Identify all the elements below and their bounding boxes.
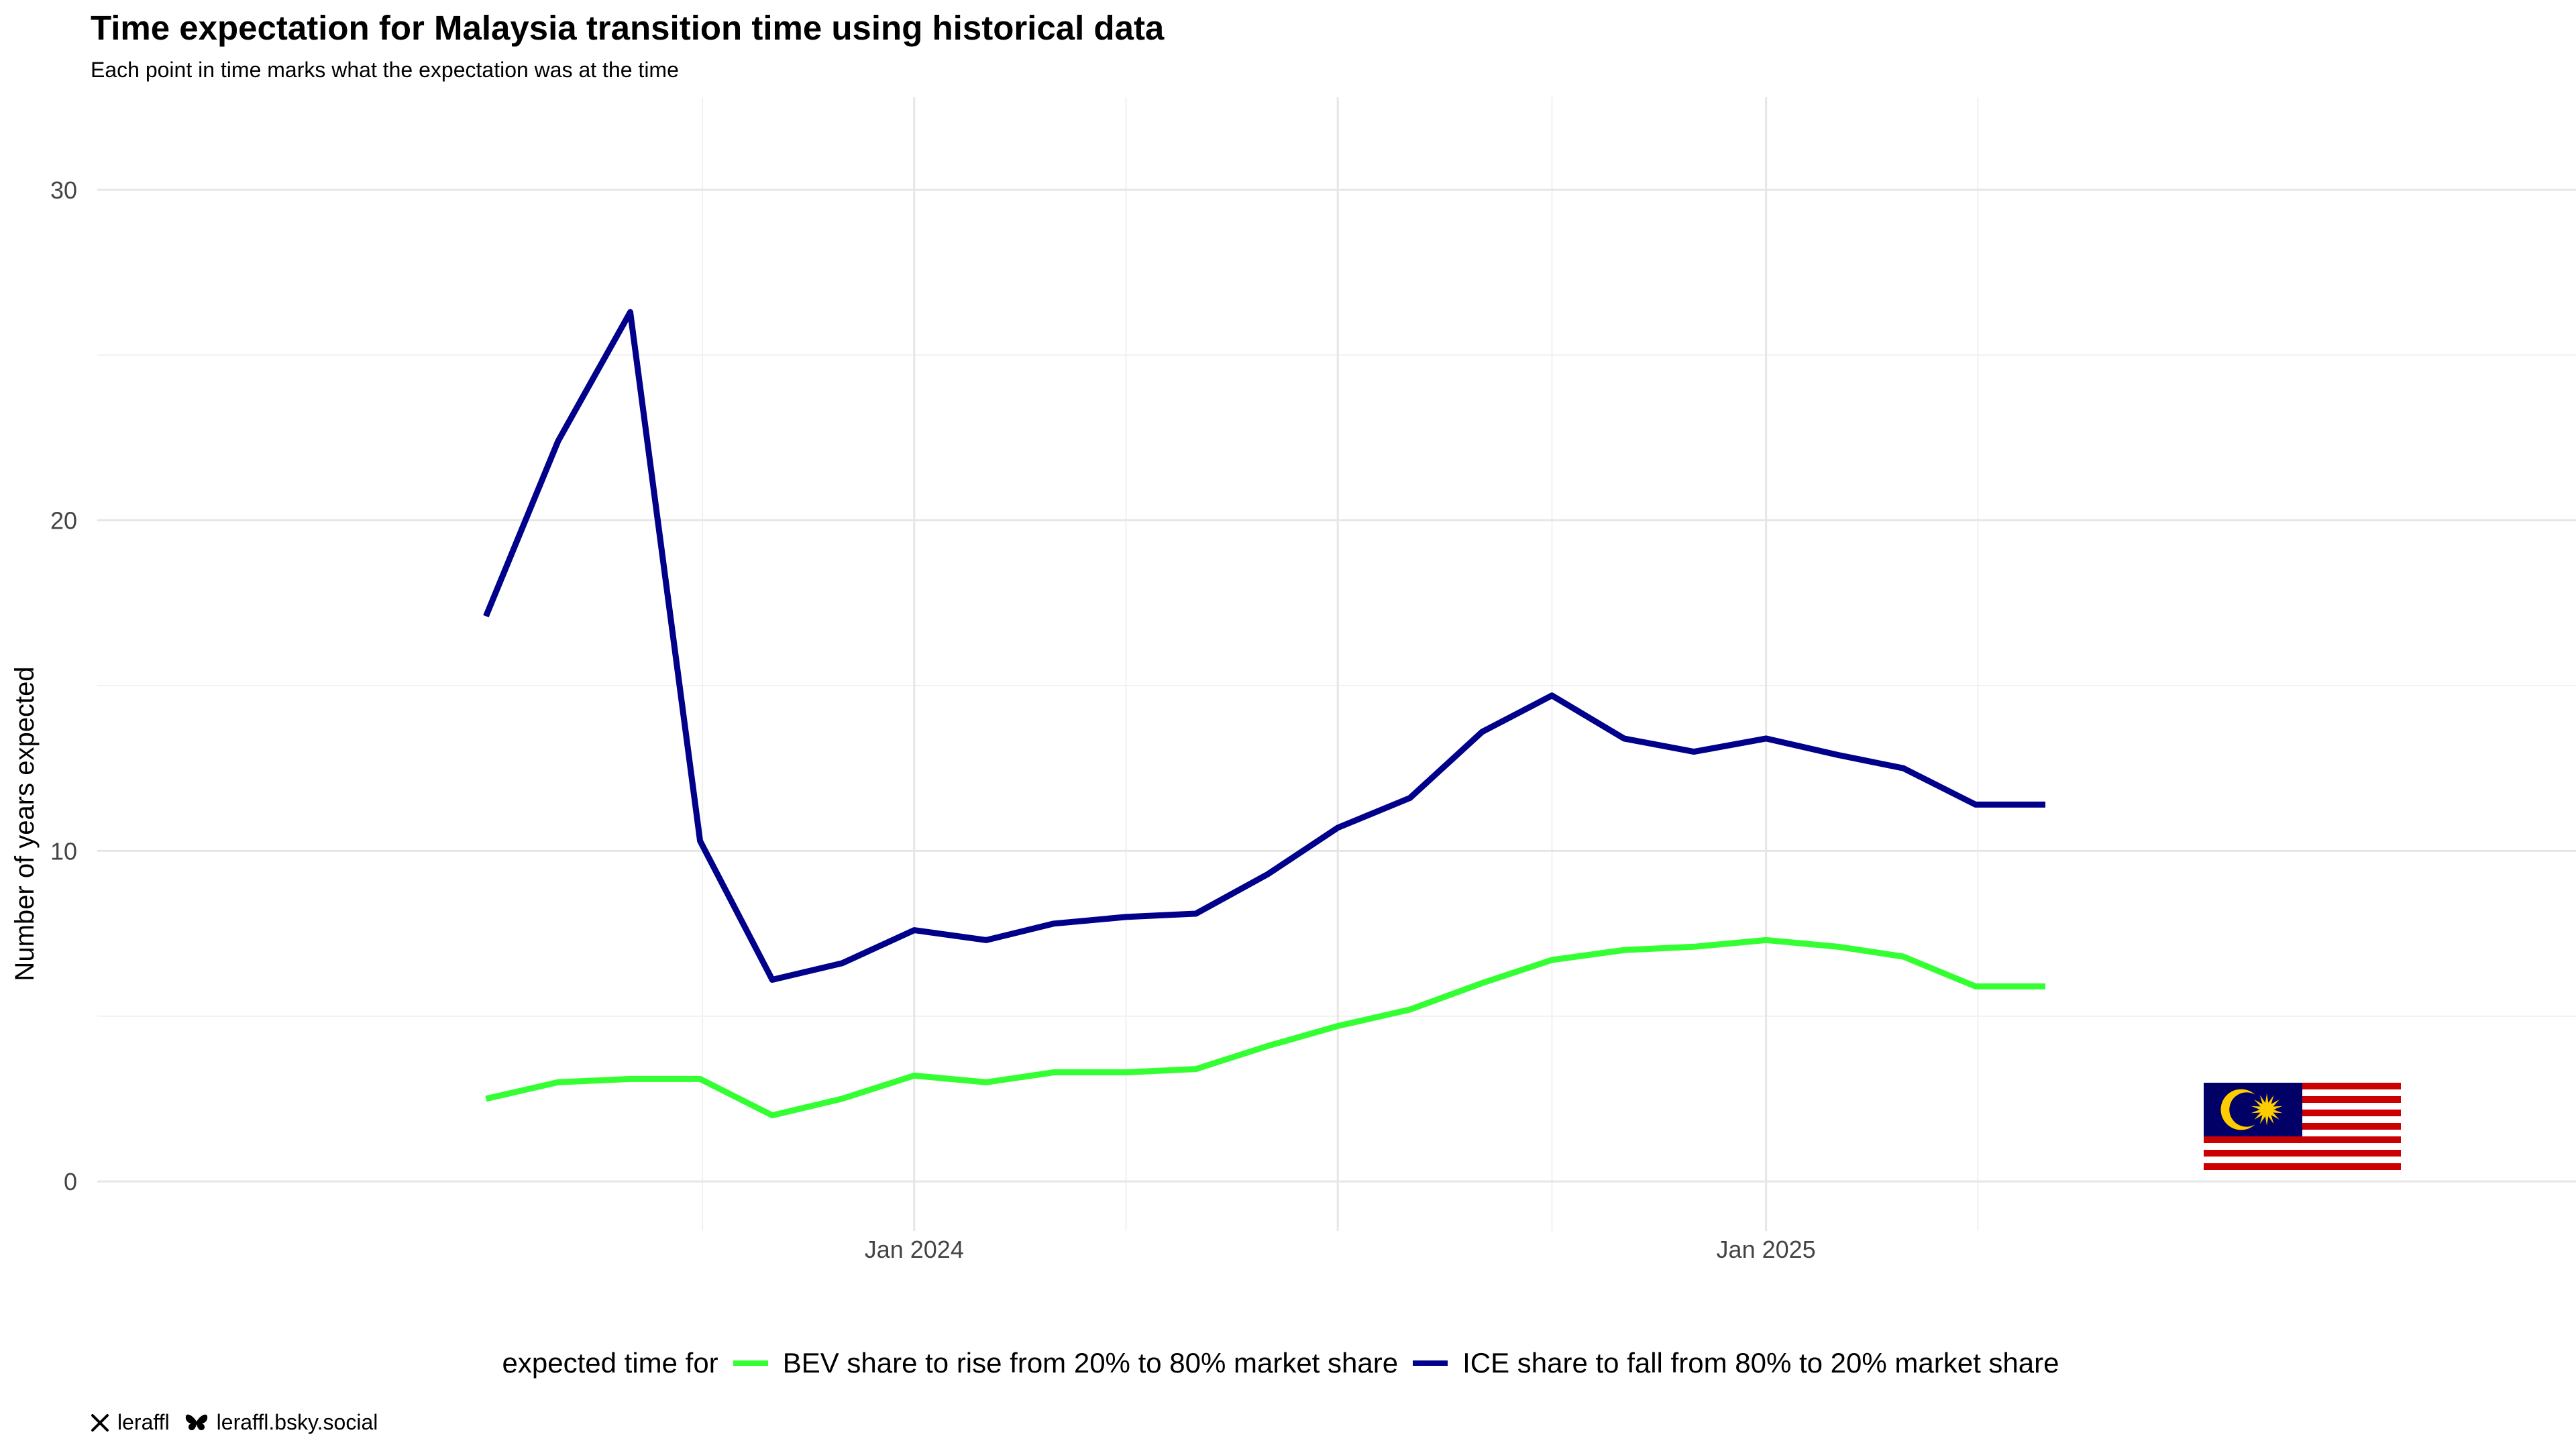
x-handle: leraffl bbox=[117, 1410, 170, 1434]
flag-stripe bbox=[2204, 1136, 2401, 1144]
x-logo-icon bbox=[91, 1413, 109, 1432]
chart-subtitle: Each point in time marks what the expect… bbox=[91, 58, 679, 82]
legend-label-bev: BEV share to rise from 20% to 80% market… bbox=[782, 1347, 1399, 1379]
x-tick-label: Jan 2025 bbox=[1717, 1236, 1816, 1263]
ice-series-line bbox=[483, 309, 2045, 983]
flag-stripe bbox=[2204, 1150, 2401, 1157]
legend-label-ice: ICE share to fall from 80% to 20% market… bbox=[1462, 1347, 2059, 1379]
flag-stripe bbox=[2204, 1163, 2401, 1171]
star-icon bbox=[2251, 1093, 2283, 1126]
x-tick-label: Jan 2024 bbox=[865, 1236, 964, 1263]
footer-credits: leraffl leraffl.bsky.social bbox=[91, 1410, 392, 1435]
bsky-handle: leraffl.bsky.social bbox=[216, 1410, 378, 1434]
malaysia-flag bbox=[2204, 1083, 2401, 1177]
y-tick-label: 10 bbox=[50, 837, 77, 865]
butterfly-icon bbox=[185, 1414, 207, 1430]
y-axis-title: Number of years expected bbox=[10, 666, 40, 981]
series-lines bbox=[483, 309, 2045, 1119]
x-axis-tick-labels: Jan 2024 Jan 2025 bbox=[865, 1236, 1816, 1263]
crescent-cutout bbox=[2229, 1092, 2264, 1127]
chart-title: Time expectation for Malaysia transition… bbox=[91, 9, 1165, 47]
flag-stripe bbox=[2204, 1143, 2401, 1150]
minor-gridlines bbox=[97, 97, 2576, 1231]
legend: expected time for BEV share to rise from… bbox=[0, 1343, 2576, 1383]
y-axis-tick-labels: 0 10 20 30 bbox=[50, 176, 77, 1195]
major-gridlines bbox=[97, 97, 2576, 1231]
legend-title: expected time for bbox=[502, 1347, 718, 1379]
y-tick-label: 0 bbox=[64, 1168, 77, 1195]
y-tick-label: 20 bbox=[50, 507, 77, 535]
flag-stripe bbox=[2204, 1157, 2401, 1164]
flag-stripe bbox=[2204, 1170, 2401, 1177]
y-tick-label: 30 bbox=[50, 176, 77, 204]
legend-key-bev bbox=[733, 1360, 768, 1366]
bev-series-line bbox=[485, 936, 2045, 1119]
legend-key-ice bbox=[1413, 1360, 1448, 1366]
